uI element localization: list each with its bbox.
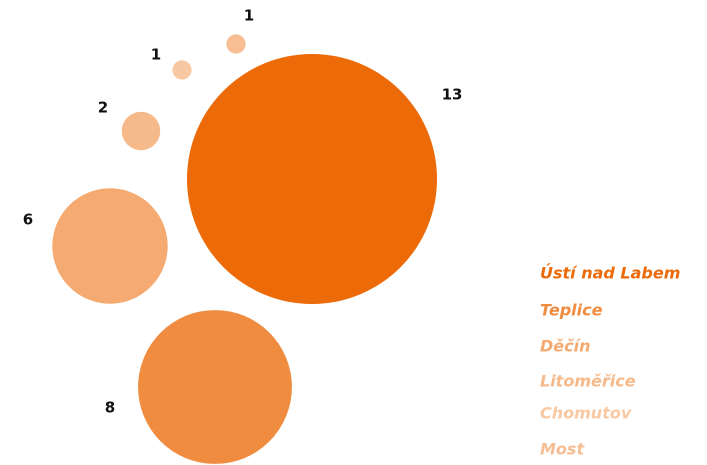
legend-entry: Chomutov (540, 404, 632, 423)
legend-entry: Teplice (540, 301, 603, 320)
bubble (226, 34, 246, 54)
data-label: 8 (105, 399, 115, 417)
data-label: 6 (23, 211, 33, 229)
legend-entry: Litoměřice (540, 372, 636, 391)
data-label: 1 (151, 46, 161, 64)
bubble (121, 111, 161, 151)
data-label: 13 (442, 86, 463, 104)
legend-entry: Most (540, 440, 585, 459)
data-label: 1 (244, 7, 254, 25)
bubble (52, 188, 168, 304)
legend-entry: Děčín (540, 337, 591, 356)
legend-entry: Ústí nad Labem (540, 264, 680, 283)
bubble (187, 54, 437, 304)
bubble (138, 310, 292, 464)
bubble (172, 60, 192, 80)
data-label: 2 (98, 99, 108, 117)
